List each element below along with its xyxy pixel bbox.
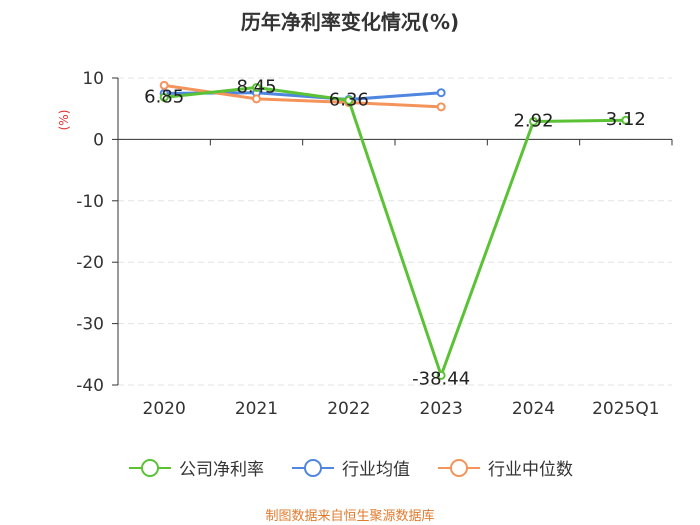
y-tick-label: -10 [76, 192, 104, 212]
legend-item-industry-median[interactable]: 行业中位数 [436, 455, 573, 480]
y-tick-label: -30 [76, 315, 104, 335]
data-label: 3.12 [606, 109, 646, 130]
data-point [252, 83, 261, 93]
data-point [159, 80, 169, 90]
legend-label-industry-mean: 行业均值 [342, 460, 410, 480]
series-line [164, 86, 626, 377]
line-chart: 10 0 -10 -20 -30 -40 2020 2021 2022 2023 2024 2025Q… [76, 69, 673, 419]
data-point [252, 94, 261, 104]
data-label: 2.92 [513, 110, 553, 131]
y-tick-label: 10 [82, 69, 104, 89]
x-tick-label: 2020 [143, 399, 186, 419]
legend-line-marker-icon [292, 458, 334, 477]
legend-line-marker-icon [129, 458, 171, 477]
data-point [159, 92, 169, 102]
data-label: 6.36 [329, 89, 369, 110]
legend-line-marker-icon [438, 458, 480, 477]
data-point [621, 115, 631, 125]
data-label: -38.44 [412, 368, 470, 389]
data-point [436, 102, 446, 112]
legend-item-company-net-margin[interactable]: 公司净利率 [127, 455, 264, 480]
legend-label-company-net-margin: 公司净利率 [179, 460, 264, 480]
y-tick-label: -40 [76, 376, 104, 396]
x-tick-label: 2021 [235, 399, 278, 419]
data-source-note: 制图数据来自恒生聚源数据库 [265, 509, 435, 524]
x-tick-label: 2024 [512, 399, 555, 419]
data-point [436, 88, 446, 98]
legend-label-industry-median: 行业中位数 [488, 460, 573, 480]
x-tick-label: 2023 [420, 399, 463, 419]
chart-legend: 公司净利率 行业均值 行业中位数 [0, 455, 700, 480]
y-tick-label: -20 [76, 253, 104, 273]
y-tick-label: 0 [93, 130, 104, 150]
x-tick-label: 2025Q1 [592, 399, 659, 419]
x-tick-label: 2022 [327, 399, 370, 419]
data-point [529, 116, 538, 126]
data-label: 8.45 [236, 77, 276, 98]
data-label: 6.85 [144, 86, 184, 107]
chart-title: 历年净利率变化情况(%) [240, 10, 460, 34]
data-point [436, 370, 446, 380]
legend-item-industry-mean[interactable]: 行业均值 [290, 455, 410, 480]
data-point [344, 95, 354, 105]
